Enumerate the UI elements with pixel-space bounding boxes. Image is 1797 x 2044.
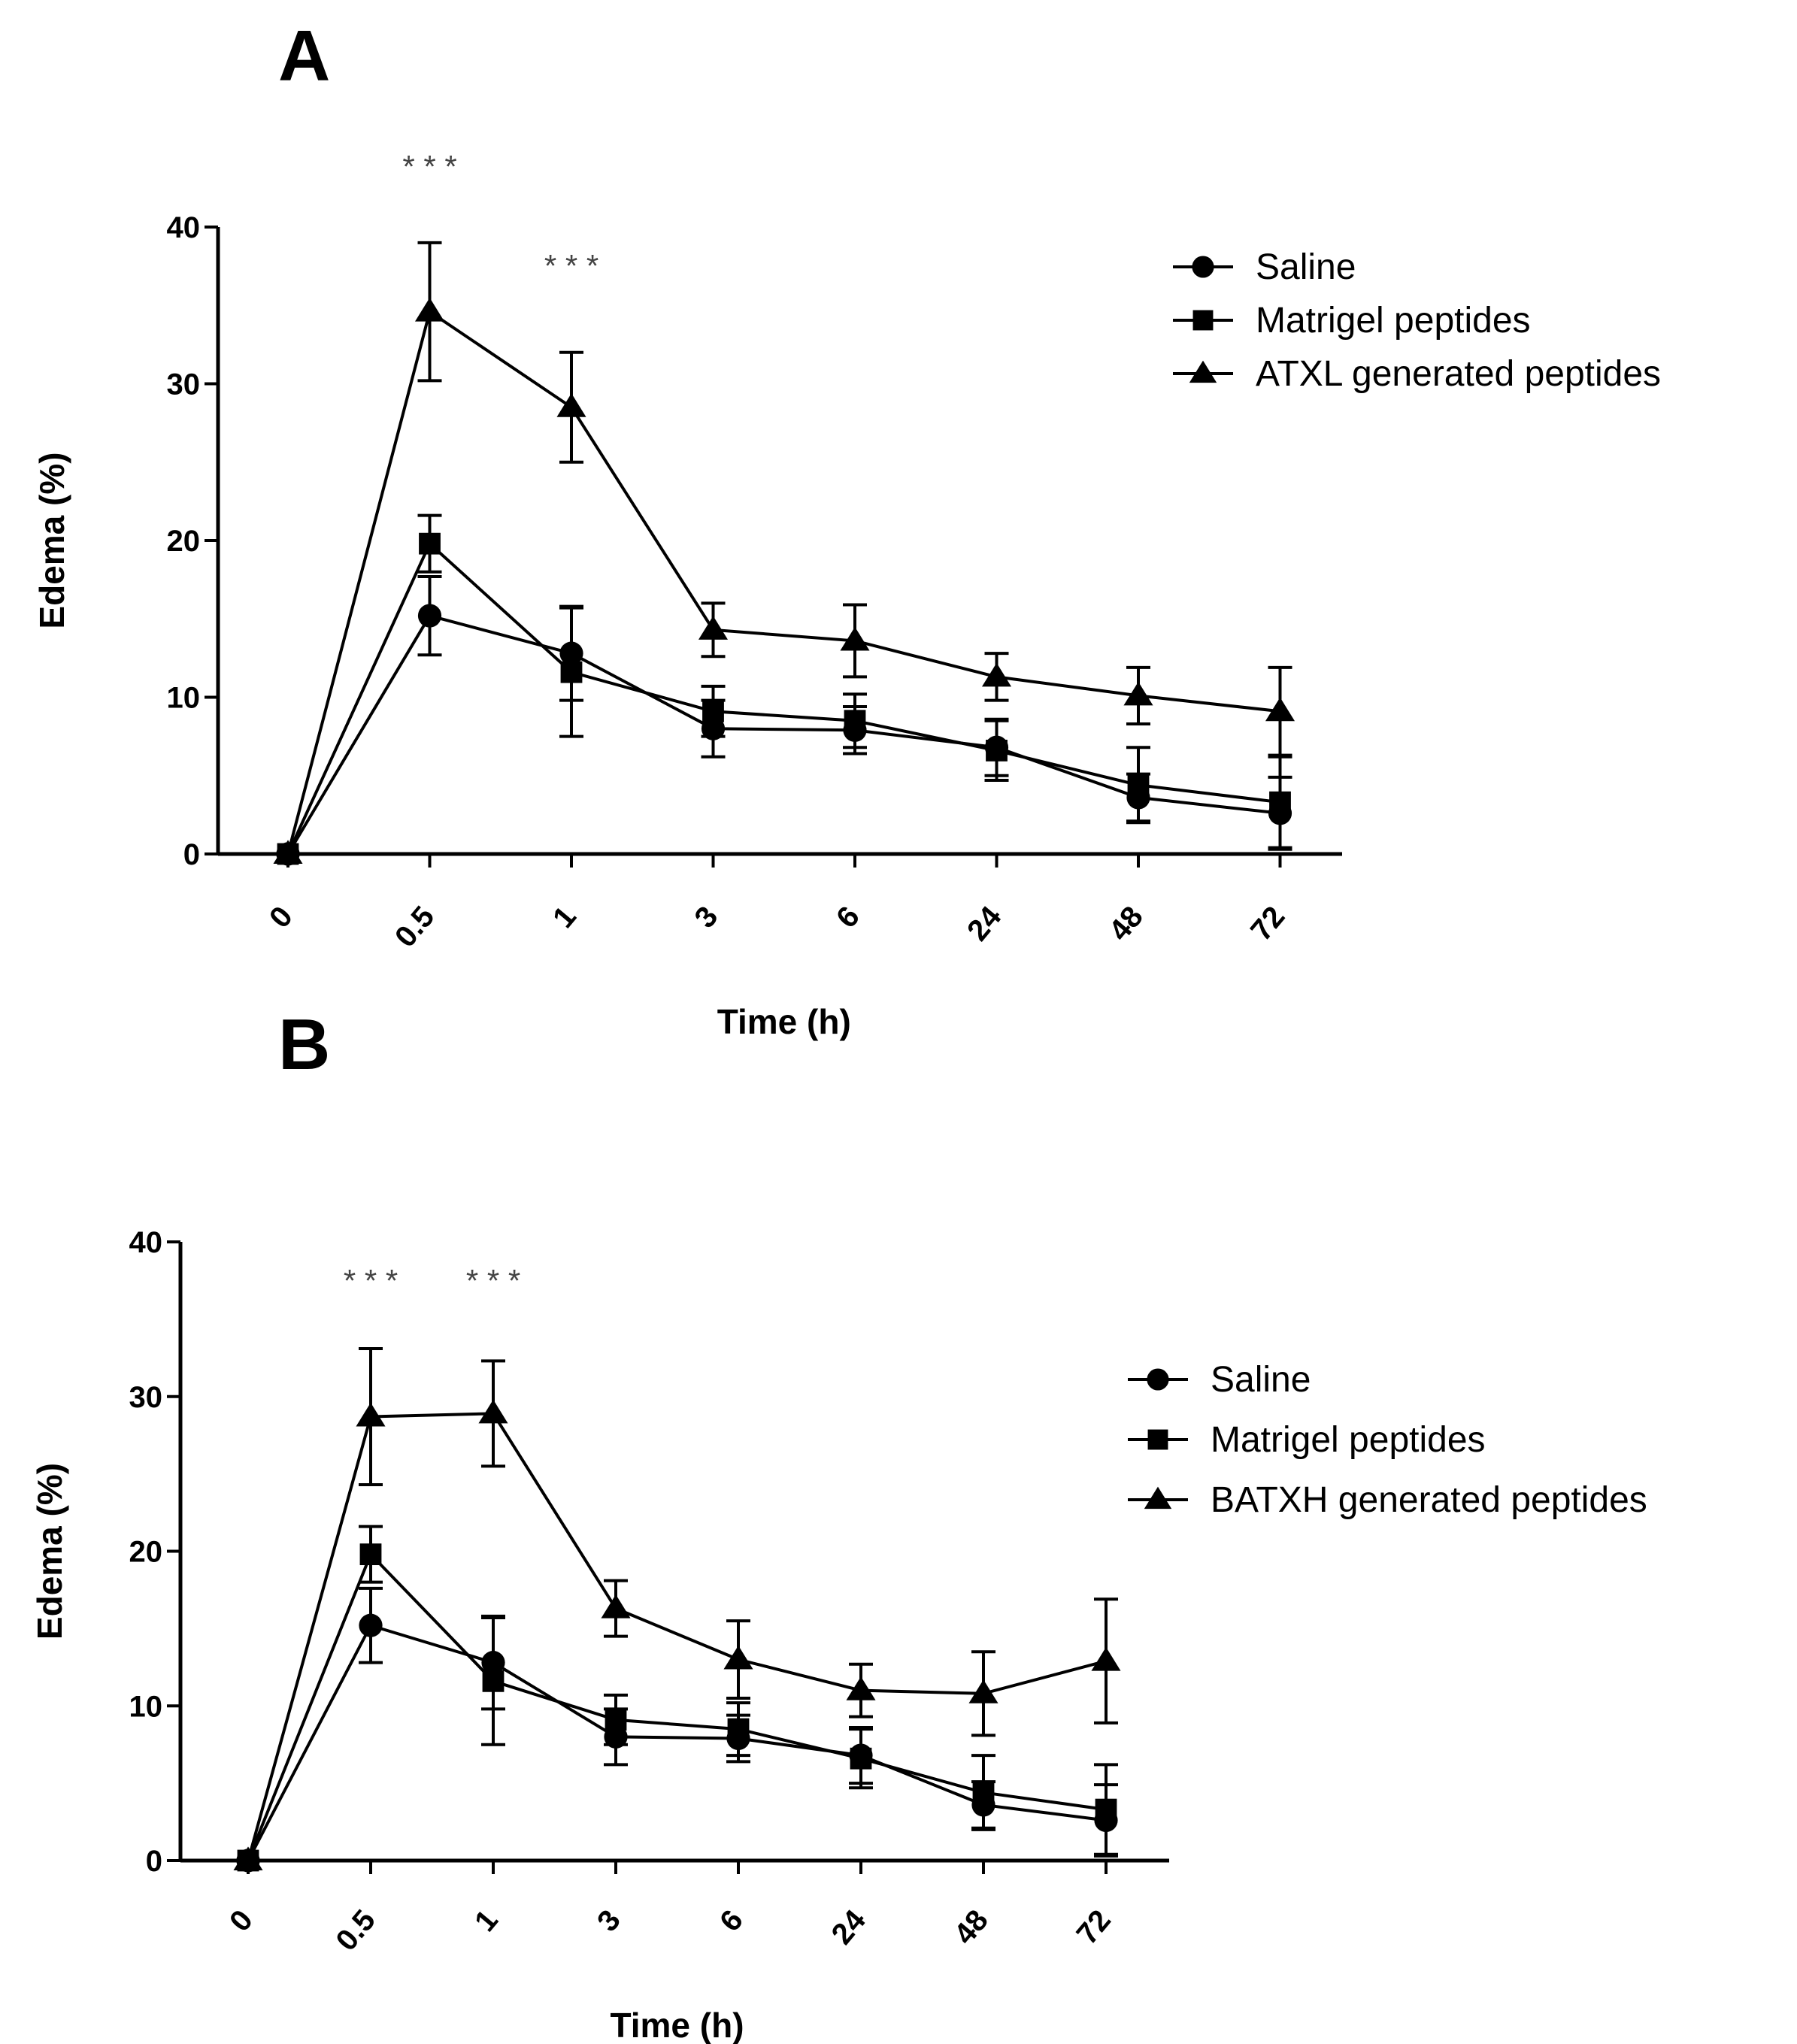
legend-marker — [1147, 1368, 1169, 1391]
data-point — [359, 1543, 382, 1566]
y-tick-label: 40 — [129, 1226, 163, 1259]
data-point — [233, 1846, 263, 1871]
significance-marker: * * * — [466, 1263, 520, 1298]
legend: Saline Matrigel peptides BATXH generated p… — [1128, 1360, 1647, 1520]
data-point — [273, 840, 303, 865]
x-axis-title: Time (h) — [610, 2006, 744, 2044]
x-tick-label: 24 — [826, 1903, 873, 1951]
x-tick-label: 3 — [688, 901, 724, 934]
y-tick-label: 10 — [167, 682, 201, 715]
series-triangle — [273, 241, 1295, 865]
data-point — [702, 700, 724, 722]
x-tick-label: 72 — [1244, 901, 1291, 947]
x-tick-label: 48 — [948, 1904, 995, 1951]
data-point — [1123, 681, 1153, 706]
data-point — [850, 1747, 872, 1770]
legend-marker — [1144, 1486, 1172, 1510]
y-tick-label: 0 — [183, 838, 200, 871]
data-point — [414, 297, 445, 322]
data-point — [419, 532, 441, 555]
data-point — [605, 1709, 627, 1731]
legend-label: Saline — [1256, 247, 1356, 287]
data-point — [1095, 1798, 1117, 1821]
legend-marker — [1192, 256, 1214, 278]
panel-a: A 0 10 20 30 40 0 0.5 1 3 6 24 48 72 Edema (%) Time (h)… — [32, 16, 1661, 1041]
data-point — [359, 1613, 383, 1637]
data-point — [482, 1670, 505, 1692]
series-triangle — [233, 1346, 1121, 1871]
y-tick-label: 0 — [146, 1845, 162, 1878]
data-point — [723, 1645, 753, 1670]
data-point — [846, 1676, 876, 1700]
series-line — [286, 613, 1280, 855]
x-tick-label: 1 — [468, 1904, 505, 1938]
x-tick-label: 1 — [547, 901, 583, 934]
data-point — [1265, 697, 1295, 722]
data-point — [968, 1679, 999, 1703]
legend-label: ATXL generated peptides — [1256, 354, 1661, 394]
data-point — [601, 1594, 631, 1619]
data-point — [556, 393, 586, 417]
data-point — [972, 1782, 995, 1803]
x-tick-label: 48 — [1103, 901, 1150, 947]
x-axis-title: Time (h) — [717, 1002, 851, 1041]
x-tick-label: 3 — [591, 1904, 627, 1938]
data-point — [844, 710, 866, 732]
series-line — [286, 541, 1280, 855]
legend-label: Matrigel peptides — [1211, 1420, 1486, 1460]
data-point — [478, 1399, 508, 1424]
legend-label: Saline — [1211, 1360, 1311, 1400]
panel-label: A — [278, 16, 330, 96]
x-tick-label: 6 — [830, 901, 866, 934]
data-point — [981, 662, 1012, 687]
significance-marker: * * * — [544, 248, 598, 283]
series-line — [286, 309, 1280, 855]
panel-label: B — [278, 1004, 330, 1085]
legend-label: BATXH generated peptides — [1211, 1480, 1647, 1520]
y-axis-title: Edema (%) — [32, 452, 71, 628]
data-point — [1127, 774, 1150, 796]
panel-b: B 0 10 20 30 40 0 0.5 1 3 6 24 48 72 Edema (%) Time (h)… — [30, 1004, 1647, 2044]
x-tick-label: 0.5 — [329, 1904, 381, 1958]
data-point — [727, 1718, 750, 1740]
data-point — [698, 616, 729, 640]
data-point — [840, 626, 870, 651]
series-line — [247, 1552, 1107, 1861]
data-point — [1091, 1646, 1121, 1671]
series-line — [247, 1412, 1107, 1861]
data-point — [560, 661, 583, 683]
data-point — [1269, 791, 1291, 813]
legend: Saline Matrigel peptides ATXL generated pe… — [1173, 247, 1661, 394]
legend-marker — [1147, 1429, 1168, 1450]
x-tick-label: 24 — [961, 900, 1008, 947]
series-line — [247, 1623, 1107, 1861]
legend-marker — [1192, 310, 1214, 331]
legend-label: Matrigel peptides — [1256, 301, 1531, 341]
y-tick-label: 20 — [129, 1536, 163, 1569]
y-tick-label: 30 — [129, 1381, 163, 1414]
data-point — [986, 739, 1008, 762]
significance-marker: * * * — [344, 1263, 398, 1298]
y-tick-label: 40 — [167, 211, 201, 244]
data-point — [417, 604, 442, 628]
y-tick-label: 20 — [167, 525, 201, 558]
y-tick-label: 30 — [167, 368, 201, 401]
x-tick-label: 0 — [223, 1904, 259, 1938]
data-point — [356, 1402, 386, 1427]
y-axis-title: Edema (%) — [30, 1463, 69, 1640]
x-tick-label: 6 — [714, 1904, 750, 1938]
x-tick-label: 72 — [1071, 1904, 1117, 1951]
series-square — [277, 513, 1292, 865]
series-square — [237, 1525, 1118, 1872]
x-tick-label: 0 — [263, 901, 299, 934]
x-tick-label: 0.5 — [389, 901, 441, 954]
significance-marker: * * * — [402, 149, 456, 184]
y-tick-label: 10 — [129, 1690, 163, 1723]
legend-marker — [1189, 360, 1217, 383]
